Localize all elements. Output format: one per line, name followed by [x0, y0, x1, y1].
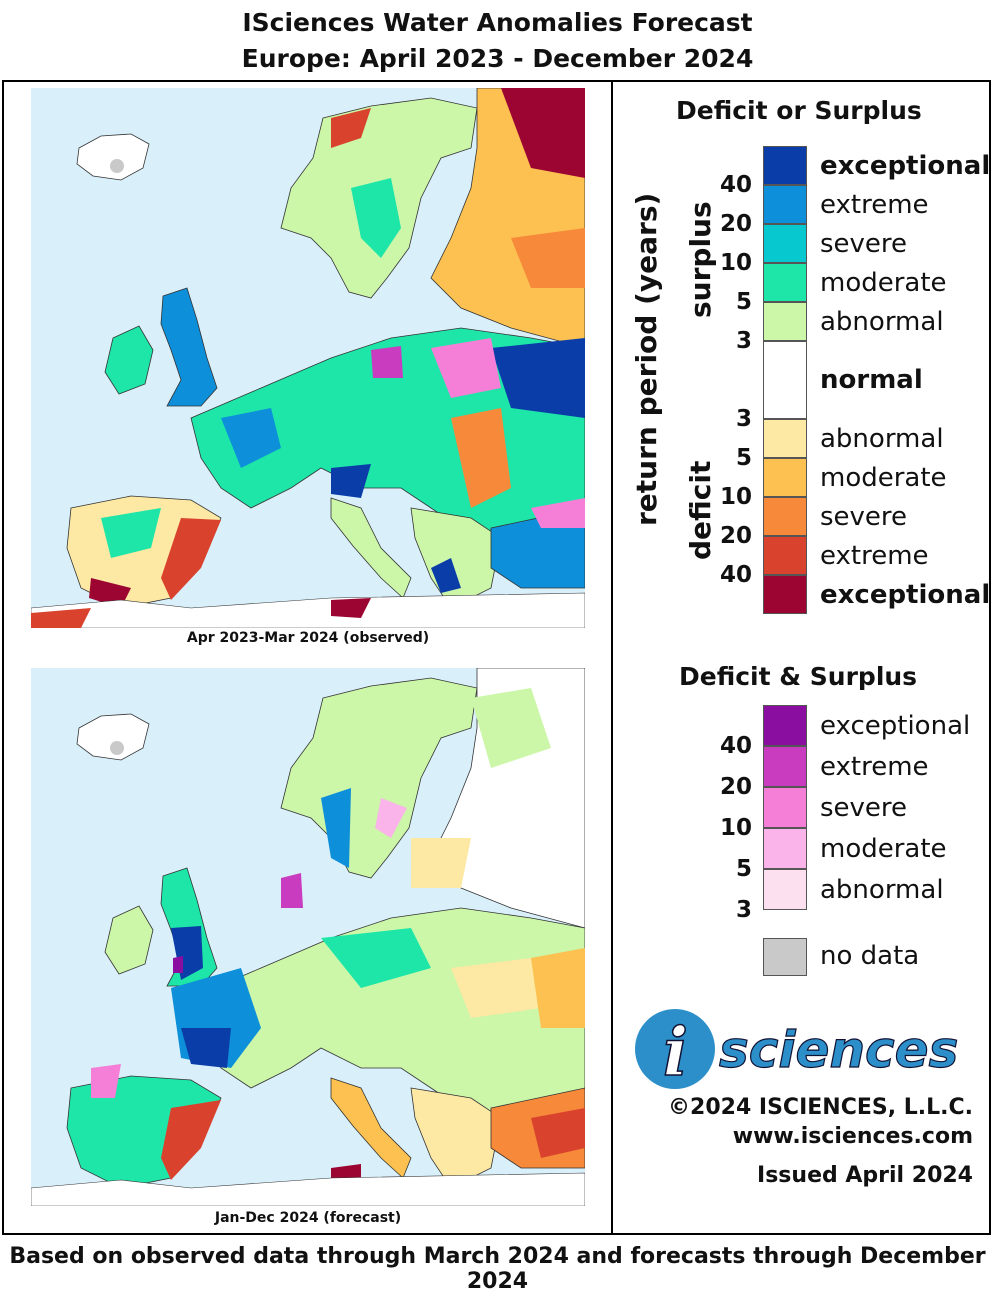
both-tick: 10	[719, 815, 752, 841]
observed-anomaly-map	[31, 88, 585, 628]
surplus-tick: 20	[719, 211, 752, 237]
footer-note: Based on observed data through March 202…	[9, 1244, 986, 1294]
deficit-exceptional-swatch	[763, 575, 807, 614]
both-abnormal-label: abnormal	[820, 874, 944, 905]
deficit-tick: 10	[719, 484, 752, 510]
both-abnormal-swatch	[763, 869, 807, 910]
deficit-tick: 5	[735, 445, 752, 471]
both-moderate-swatch	[763, 828, 807, 869]
both-severe-label: severe	[820, 792, 908, 823]
website-link[interactable]: www.isciences.com	[732, 1124, 973, 1149]
normal-label: normal	[820, 365, 923, 395]
deficit-moderate-label: moderate	[820, 462, 947, 493]
figure-frame	[2, 80, 991, 1235]
surplus-moderate-label: moderate	[820, 267, 947, 298]
no-data-label: no data	[820, 941, 920, 971]
surplus-severe-swatch	[763, 224, 807, 263]
deficit-extreme-label: extreme	[820, 540, 929, 571]
svg-text:sciences: sciences	[719, 1021, 958, 1079]
deficit-and-surplus-title: Deficit & Surplus	[679, 662, 918, 691]
svg-text:i: i	[663, 1013, 688, 1091]
surplus-abnormal-label: abnormal	[820, 306, 944, 337]
surplus-moderate-swatch	[763, 263, 807, 302]
normal-swatch	[763, 341, 807, 419]
both-moderate-label: moderate	[820, 833, 947, 864]
both-tick: 40	[719, 733, 752, 759]
both-extreme-label: extreme	[820, 751, 929, 782]
deficit-abnormal-swatch	[763, 419, 807, 458]
deficit-tick: 20	[719, 523, 752, 549]
deficit-moderate-swatch	[763, 458, 807, 497]
return-period-axis-label: return period (years)	[630, 192, 663, 526]
deficit-abnormal-label: abnormal	[820, 423, 944, 454]
deficit-extreme-swatch	[763, 536, 807, 575]
surplus-exceptional-swatch	[763, 146, 807, 185]
deficit-or-surplus-title: Deficit or Surplus	[676, 96, 922, 125]
surplus-tick: 3	[735, 328, 752, 354]
deficit-tick: 40	[719, 562, 752, 588]
surplus-exceptional-label: exceptional	[820, 150, 991, 181]
surplus-tick: 40	[719, 172, 752, 198]
forecast-anomaly-map	[31, 668, 585, 1206]
map-title: ISciences Water Anomalies Forecast	[242, 8, 753, 37]
no-data-swatch	[763, 938, 807, 976]
both-severe-swatch	[763, 787, 807, 828]
both-extreme-swatch	[763, 746, 807, 787]
surplus-tick: 5	[735, 289, 752, 315]
panel-divider	[611, 80, 613, 1235]
surplus-extreme-swatch	[763, 185, 807, 224]
forecast-map-caption: Jan-Dec 2024 (forecast)	[214, 1210, 402, 1226]
copyright-text: ©2024 ISCIENCES, L.L.C.	[668, 1095, 973, 1120]
both-tick: 3	[735, 897, 752, 923]
issued-date: Issued April 2024	[757, 1163, 973, 1188]
both-exceptional-label: exceptional	[820, 710, 971, 741]
both-tick: 20	[719, 774, 752, 800]
deficit-tick: 3	[735, 406, 752, 432]
deficit-severe-label: severe	[820, 501, 908, 532]
deficit-exceptional-label: exceptional	[820, 579, 991, 610]
map-subtitle: Europe: April 2023 - December 2024	[241, 44, 754, 73]
both-tick: 5	[735, 856, 752, 882]
surplus-extreme-label: extreme	[820, 189, 929, 220]
isciences-logo: i sciences	[633, 1007, 978, 1092]
both-exceptional-swatch	[763, 705, 807, 746]
surplus-tick: 10	[719, 250, 752, 276]
surplus-abnormal-swatch	[763, 302, 807, 341]
surplus-severe-label: severe	[820, 228, 908, 259]
observed-map-caption: Apr 2023-Mar 2024 (observed)	[186, 630, 430, 646]
deficit-severe-swatch	[763, 497, 807, 536]
